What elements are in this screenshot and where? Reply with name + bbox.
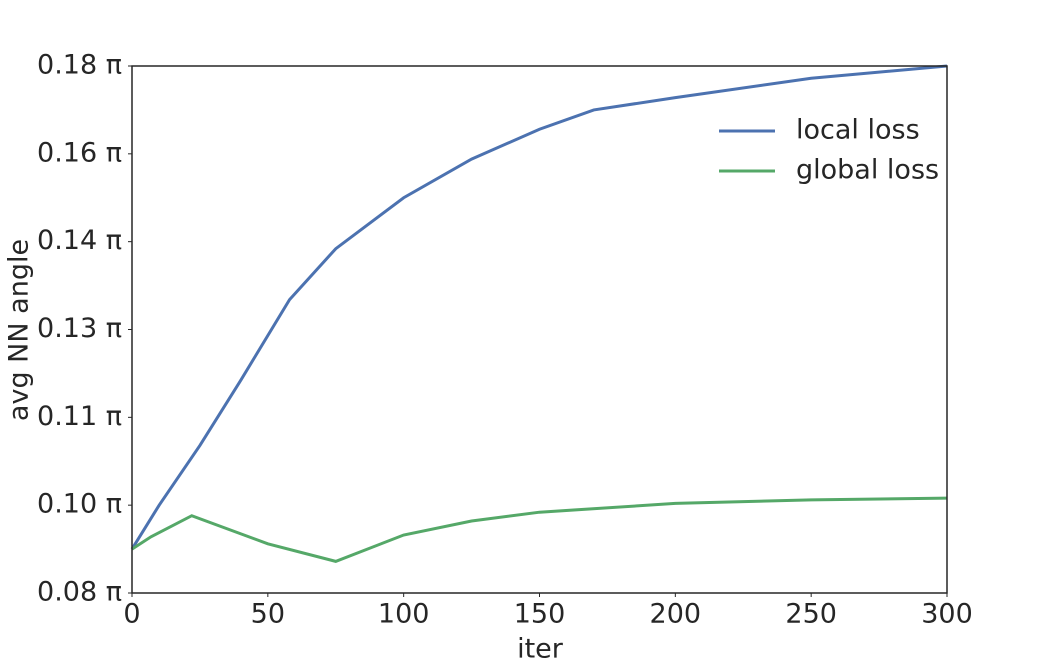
x-tick-label: 100 (378, 599, 430, 630)
y-tick-label: 0.10 π (37, 489, 122, 520)
x-tick-label: 150 (514, 599, 566, 630)
series-line (130, 64, 948, 550)
y-tick-label: 0.13 π (37, 313, 122, 344)
y-axis-label: avg NN angle (4, 239, 35, 421)
x-tick-label: 300 (921, 599, 973, 630)
x-tick-label: 0 (123, 599, 140, 630)
y-tick-label: 0.18 π (37, 50, 122, 81)
y-tick-label: 0.14 π (37, 225, 122, 256)
plot-frame (131, 65, 948, 594)
legend-label: global loss (796, 155, 939, 186)
x-tick-label: 250 (785, 599, 837, 630)
legend-label: local loss (796, 115, 920, 146)
x-tick-label: 200 (650, 599, 702, 630)
y-tick-label: 0.11 π (37, 401, 122, 432)
y-tick-label: 0.08 π (37, 577, 122, 608)
x-axis-label: iter (517, 634, 564, 661)
y-tick-label: 0.16 π (37, 137, 122, 168)
x-tick-label: 50 (251, 599, 285, 630)
series-line (131, 496, 948, 563)
